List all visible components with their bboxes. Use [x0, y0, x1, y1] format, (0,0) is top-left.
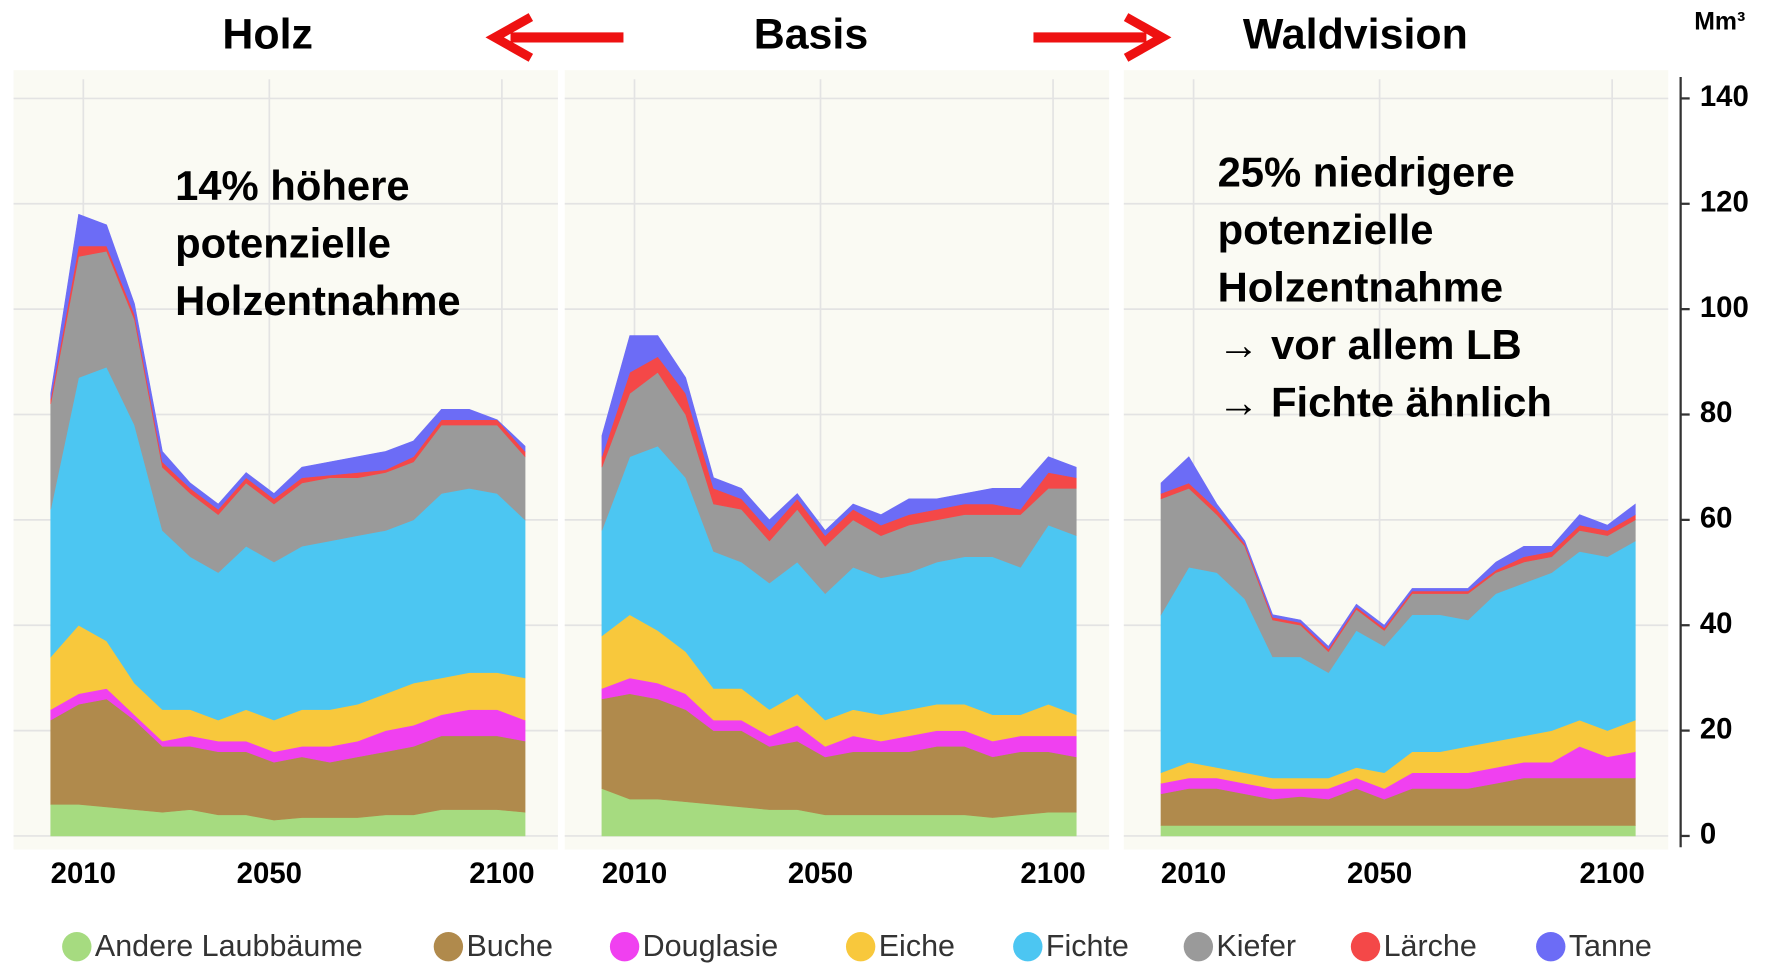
y-tick-label: 20: [1700, 712, 1733, 745]
area: [1160, 825, 1636, 837]
legend-swatch: [845, 931, 876, 962]
area: [601, 335, 1077, 537]
legend-swatch: [1013, 931, 1043, 962]
legend-label: Kiefer: [1216, 929, 1296, 963]
x-tick-label: 2010: [602, 857, 667, 890]
legend-label: Buche: [466, 929, 552, 963]
x-tick-label: 2010: [1161, 857, 1226, 890]
annotation-line: 25% niedrigere: [1218, 148, 1515, 195]
legend-swatch: [1536, 931, 1566, 962]
annotation-line: Holzentnahme: [175, 277, 461, 324]
legend-label: Andere Laubbäume: [95, 929, 363, 963]
legend: Andere Laubbäume Buche Douglasie Eiche Ficht…: [62, 929, 1652, 963]
legend-label: Douglasie: [643, 929, 779, 963]
y-tick-label: 100: [1700, 291, 1749, 324]
y-tick-label: 40: [1700, 607, 1733, 640]
annotation-line: Holzentnahme: [1218, 263, 1504, 310]
y-tick-label: 80: [1700, 396, 1733, 429]
x-tick-label: 2050: [237, 857, 302, 890]
annotation-line: → Fichte ähnlich: [1218, 379, 1552, 426]
x-tick-label: 2050: [1347, 857, 1412, 890]
y-tick-label: 120: [1700, 186, 1749, 219]
legend-label: Lärche: [1384, 929, 1477, 963]
annotation-line: → vor allem LB: [1218, 321, 1522, 368]
y-tick-label: 0: [1700, 818, 1716, 851]
arrow-right-head: [1123, 13, 1172, 62]
annotation-line: potenzielle: [1218, 206, 1434, 253]
panel: Waldvision 2010 2050 2100 25% niedrigere pote…: [1123, 11, 1669, 890]
y-axis-label: Mm³: [1694, 8, 1745, 35]
arrow-left-head: [485, 13, 534, 62]
x-tick-label: 2010: [51, 857, 116, 890]
x-tick-label: 2100: [469, 857, 534, 890]
y-tick-label: 60: [1700, 502, 1733, 535]
legend-swatch: [62, 931, 92, 962]
annotation-line: 14% höhere: [175, 162, 410, 209]
panel: Holz 2010 2050 2100 14% höhere potenzielle Hol…: [13, 11, 558, 890]
x-tick-label: 2050: [788, 857, 853, 890]
panel-title: Basis: [754, 11, 869, 59]
legend-swatch: [1183, 931, 1214, 962]
legend-swatch: [433, 931, 464, 962]
panel: Basis 2010 2050 2100: [564, 11, 1110, 890]
legend-swatch: [609, 931, 640, 962]
x-tick-label: 2100: [1579, 857, 1644, 890]
panel-title: Waldvision: [1243, 11, 1468, 59]
legend-swatch: [1350, 931, 1381, 962]
annotation-line: potenzielle: [175, 219, 391, 266]
area: [50, 213, 526, 510]
x-tick-label: 2100: [1020, 857, 1085, 890]
legend-label: Tanne: [1569, 929, 1652, 963]
panel-title: Holz: [222, 11, 313, 59]
area: [1160, 456, 1636, 650]
y-tick-label: 140: [1700, 80, 1749, 113]
legend-label: Fichte: [1046, 929, 1129, 963]
legend-label: Eiche: [879, 929, 955, 963]
header-arrows: [485, 13, 1172, 62]
